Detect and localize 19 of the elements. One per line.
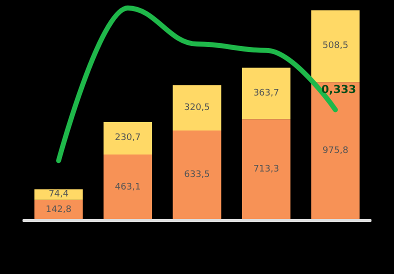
data-label: 363,7 bbox=[253, 88, 280, 98]
data-label: 975,8 bbox=[322, 146, 349, 156]
data-label: 713,3 bbox=[253, 164, 280, 175]
data-label: 230,7 bbox=[114, 133, 141, 144]
bar bbox=[172, 130, 222, 220]
data-label: 74,4 bbox=[48, 190, 69, 200]
data-label: 463,1 bbox=[114, 182, 141, 192]
bar bbox=[242, 119, 290, 220]
bar bbox=[242, 68, 290, 120]
data-label: 320,5 bbox=[184, 102, 210, 113]
bar bbox=[104, 154, 152, 220]
data-label: 142,8 bbox=[46, 204, 72, 215]
data-label: 633,5 bbox=[184, 170, 210, 180]
annotation: 0,333 bbox=[321, 82, 356, 96]
data-label: 508,5 bbox=[322, 41, 348, 52]
bar bbox=[172, 85, 222, 130]
bar bbox=[311, 10, 360, 82]
bar bbox=[311, 82, 360, 220]
bar bbox=[104, 122, 152, 155]
